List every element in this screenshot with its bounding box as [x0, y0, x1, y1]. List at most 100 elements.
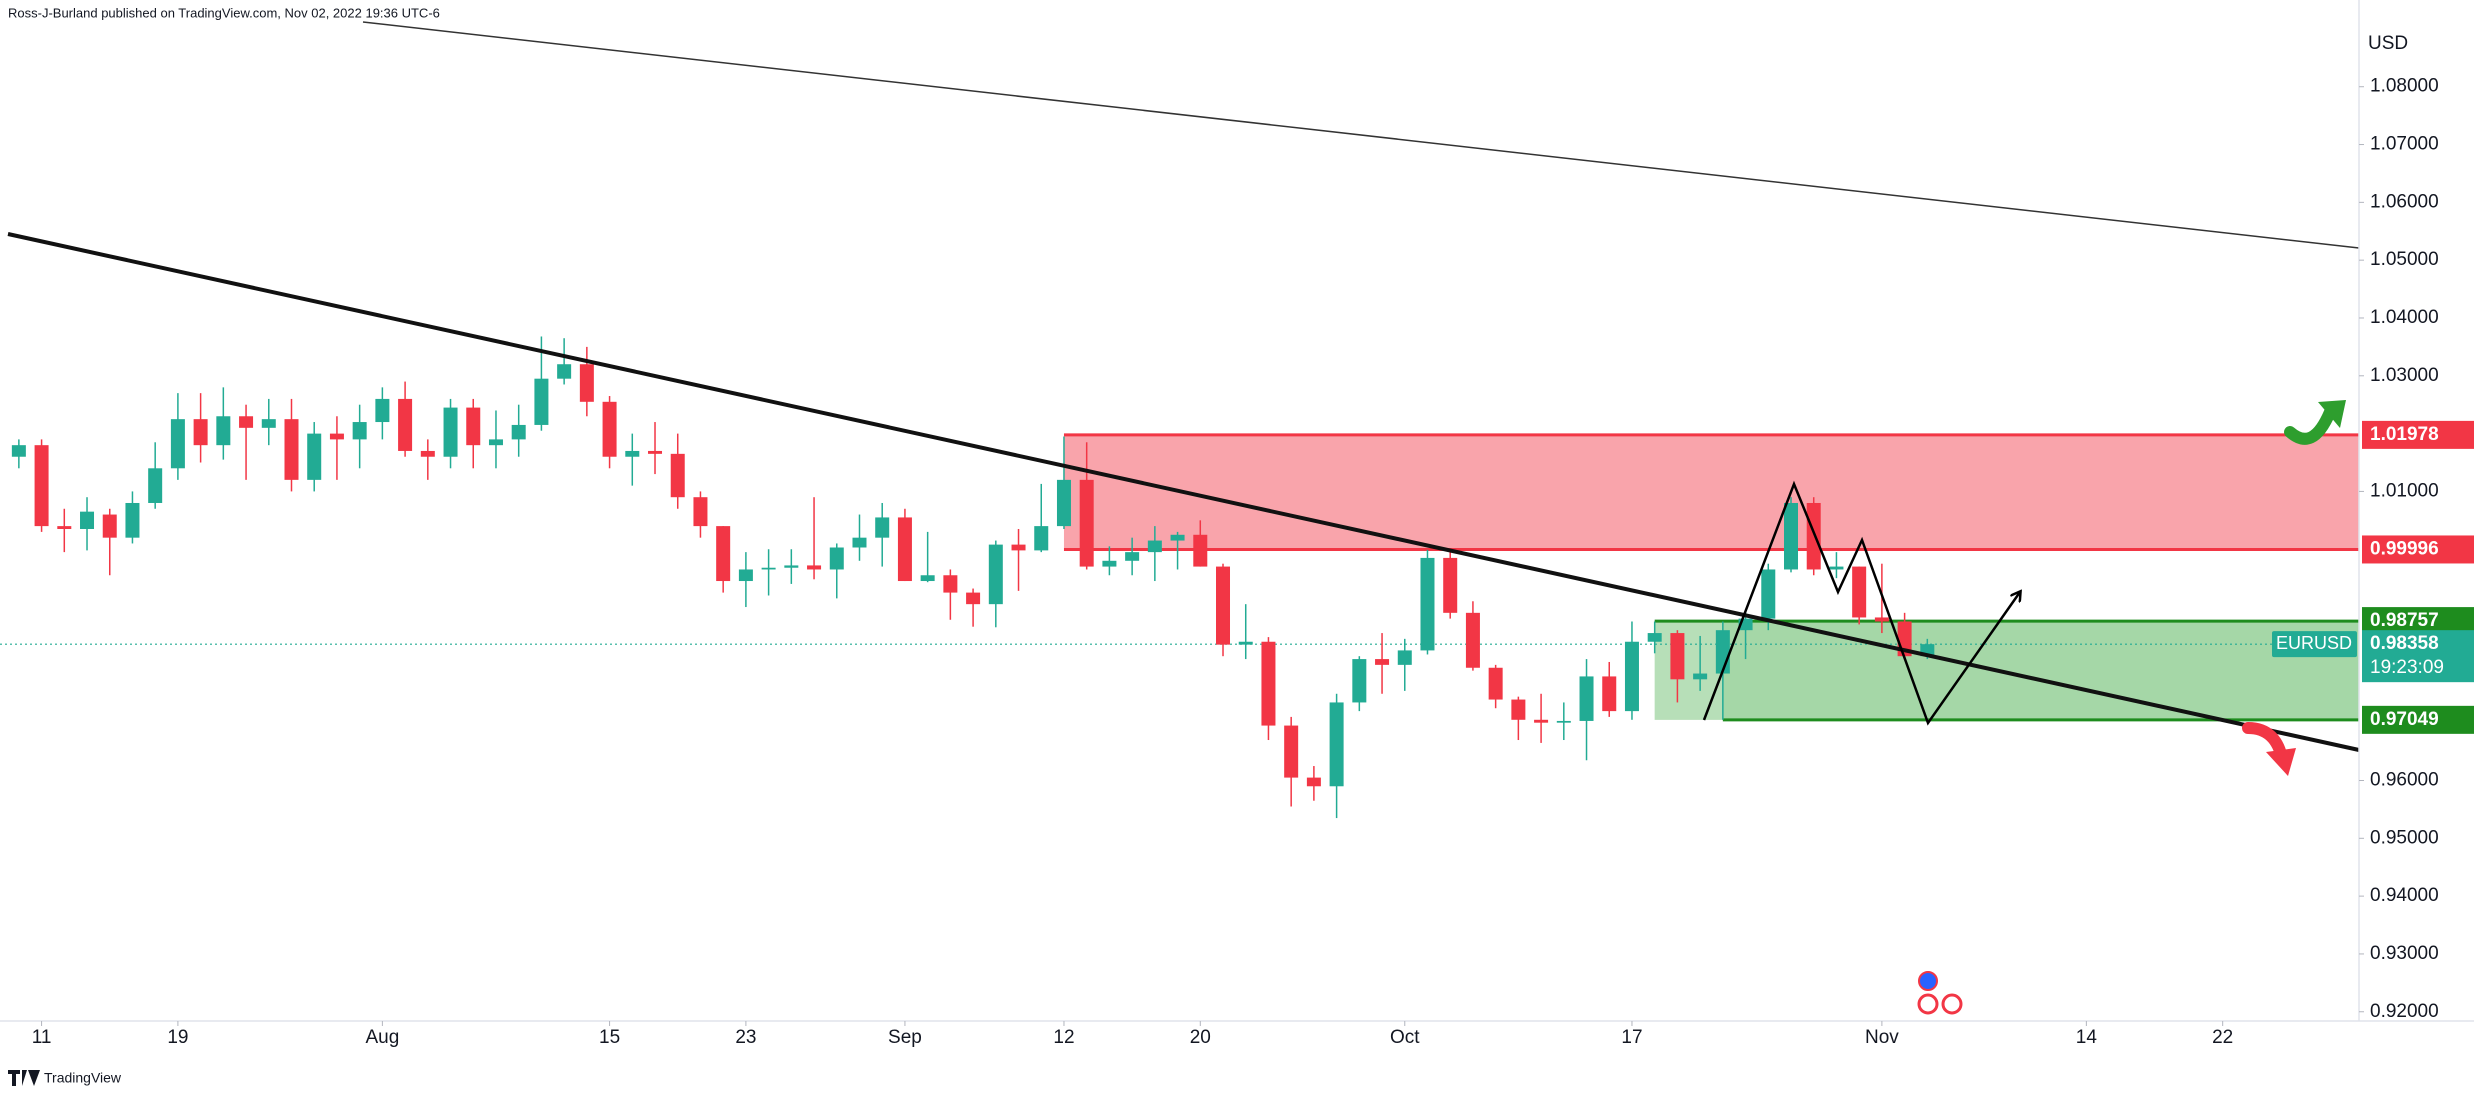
candle-body	[352, 422, 367, 440]
y-tick-label: 0.94000	[2370, 885, 2439, 906]
candle-body	[170, 419, 185, 469]
footer: TradingView	[44, 1070, 122, 1086]
candle-body	[534, 378, 549, 425]
x-tick-label: 19	[167, 1027, 188, 1048]
x-tick-label: 20	[1190, 1027, 1211, 1048]
candle-body	[784, 565, 799, 568]
candle-body	[1034, 526, 1049, 551]
y-tick-label: 1.06000	[2370, 191, 2439, 212]
y-tick-label: 0.95000	[2370, 827, 2439, 848]
candle-body	[1170, 534, 1185, 541]
candle-body	[1216, 566, 1231, 645]
countdown-label: 19:23:09	[2370, 657, 2444, 678]
support-zone	[1654, 621, 2359, 720]
drawings	[7, 21, 2360, 1015]
event-icon[interactable]	[1941, 993, 1963, 1015]
candle-body	[1465, 612, 1480, 668]
candle-body	[1647, 633, 1662, 642]
axes: 1.08000 1.07000 1.06000 1.05000 1.04000 1.030…	[32, 76, 2439, 1048]
level-price-box	[2362, 705, 2474, 734]
candle-body	[284, 419, 299, 480]
x-tick-label: 11	[32, 1027, 52, 1048]
candle-body	[125, 502, 140, 538]
candle-body	[648, 450, 663, 454]
candle-body	[1761, 569, 1776, 619]
candle-body	[1397, 650, 1412, 665]
candle-body	[1329, 702, 1344, 787]
candle-body	[1102, 560, 1117, 567]
candle-body	[1784, 502, 1799, 570]
level-price-box	[2362, 420, 2474, 449]
candle-body	[1511, 699, 1526, 720]
up-arrow-head	[2318, 400, 2346, 428]
candle-body	[1693, 673, 1708, 680]
candle-body	[1284, 725, 1299, 778]
support-zone-inner	[1654, 621, 1723, 720]
candle-body	[216, 416, 231, 446]
candle-body	[1261, 641, 1276, 726]
candle-body	[148, 468, 163, 503]
candle-body	[1738, 618, 1753, 631]
last-price-label: 0.98358	[2370, 633, 2439, 654]
candle-body	[398, 398, 413, 451]
y-tick-label: 1.04000	[2370, 307, 2439, 328]
candle-body	[102, 514, 117, 538]
candle-body	[1443, 557, 1458, 613]
candle-body	[1011, 544, 1026, 551]
candle-body	[420, 450, 435, 457]
candle-body	[1238, 641, 1253, 645]
candle-body	[1624, 641, 1639, 712]
candle-body	[1874, 617, 1889, 622]
x-tick-label: Sep	[888, 1027, 922, 1048]
level-price-label: 0.97049	[2370, 709, 2439, 730]
candle-body	[1420, 557, 1435, 651]
candle-body	[1375, 659, 1390, 665]
candle-body	[261, 419, 276, 428]
candle-body	[1579, 676, 1594, 721]
candle-body	[1147, 540, 1162, 553]
candle-body	[897, 517, 912, 582]
candle-body	[1806, 502, 1821, 570]
candle-body	[375, 398, 390, 423]
candle-body	[239, 416, 254, 428]
x-tick-label: 17	[1621, 1027, 1642, 1048]
candle-body	[80, 511, 95, 530]
event-icon[interactable]	[1918, 971, 1938, 991]
candle-body	[625, 450, 640, 457]
up-arrow	[2284, 406, 2336, 445]
candle-body	[511, 424, 526, 440]
candle-body	[1125, 552, 1140, 561]
candle-body	[1715, 630, 1730, 674]
candle-body	[11, 445, 26, 457]
candle-body	[307, 433, 322, 480]
event-icon[interactable]	[1917, 993, 1939, 1015]
zones	[0, 433, 2359, 722]
y-tick-label: 0.96000	[2370, 770, 2439, 791]
candle-body	[829, 547, 844, 570]
level-price-label: 0.98757	[2370, 610, 2439, 631]
candle-body	[852, 537, 867, 548]
last-price-box	[2362, 630, 2474, 683]
symbol-tag	[2272, 631, 2357, 658]
y-tick-label: 0.93000	[2370, 943, 2439, 964]
y-tick-label: 1.01000	[2370, 480, 2439, 501]
candle-body	[488, 439, 503, 446]
candle-body	[1352, 659, 1367, 703]
candle-body	[670, 453, 685, 498]
candle-body	[1829, 566, 1844, 570]
candle-body	[34, 445, 49, 527]
candle-body	[443, 407, 458, 457]
y-tick-label: 1.03000	[2370, 365, 2439, 386]
candle-body	[920, 575, 935, 582]
candle-body	[807, 565, 822, 570]
candle-body	[1534, 719, 1549, 723]
candle-body	[988, 544, 1003, 605]
candle-body	[466, 407, 481, 446]
y-tick-label: 1.07000	[2370, 134, 2439, 155]
candle-body	[966, 592, 981, 605]
candle-body	[1602, 676, 1617, 712]
resistance-zone	[1063, 434, 2359, 550]
trend-line-main	[7, 232, 2360, 752]
